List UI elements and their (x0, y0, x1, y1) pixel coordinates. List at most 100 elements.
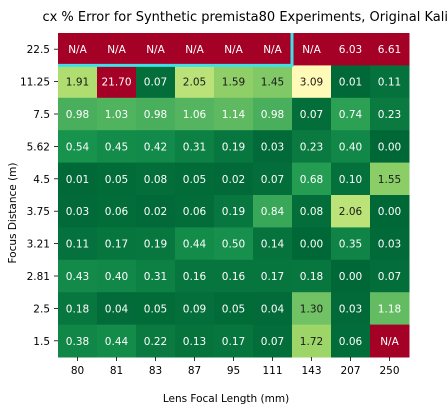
cell-value-label-r1-c1: 21.70 (101, 77, 131, 89)
heatmap-cell-r2-c1 (97, 97, 137, 131)
cell-value-label-r3-c7: 0.40 (339, 141, 362, 153)
heatmap-cell-r5-c1 (97, 195, 137, 228)
cell-value-label-r6-c0: 0.11 (66, 239, 89, 251)
cell-value-label-r7-c7: 0.00 (339, 271, 362, 283)
cell-value-label-r9-c0: 0.38 (66, 336, 89, 348)
heatmap-cell-r3-c8 (370, 130, 410, 164)
cell-value-label-r1-c5: 1.45 (261, 77, 284, 89)
x-tick-label-8: 250 (379, 365, 399, 377)
heatmap-cell-r3-c0 (58, 130, 98, 164)
cell-value-label-r2-c2: 0.98 (144, 109, 167, 121)
heatmap-cell-r4-c2 (136, 162, 176, 196)
heatmap-cell-r3-c7 (331, 130, 371, 164)
cell-value-label-r3-c4: 0.19 (222, 141, 245, 153)
heatmap-cell-r6-c2 (136, 227, 176, 261)
heatmap-cell-r4-c8 (370, 162, 410, 196)
heatmap-cell-r1-c5 (253, 65, 293, 99)
cell-value-label-r2-c4: 1.14 (222, 109, 246, 121)
heatmap-cell-r9-c8 (370, 324, 410, 358)
heatmap-cell-r2-c5 (253, 97, 293, 131)
cell-value-label-r1-c4: 1.59 (222, 77, 245, 89)
y-tick-label-6: 3.21 (27, 239, 50, 251)
y-tick-label-2: 7.5 (33, 109, 50, 121)
cell-value-label-r9-c3: 0.13 (183, 336, 206, 348)
y-tick-label-0: 22.5 (27, 44, 50, 56)
heatmap-cell-r7-c3 (175, 259, 215, 293)
heatmap-cell-r9-c2 (136, 324, 176, 358)
cell-value-label-r0-c2: N/A (146, 44, 165, 56)
heatmap-cell-r9-c4 (214, 324, 254, 358)
heatmap-cell-r6-c7 (331, 227, 371, 261)
heatmap-cell-r0-c2 (136, 33, 176, 66)
heatmap-cell-r4-c7 (331, 162, 371, 196)
heatmap-cell-r4-c5 (253, 162, 293, 196)
heatmap-cell-r0-c8 (370, 33, 410, 66)
cell-value-label-r5-c4: 0.19 (222, 206, 245, 218)
heatmap-cell-r3-c6 (292, 130, 332, 164)
heatmap-cell-r0-c3 (175, 33, 215, 66)
heatmap-cell-r8-c8 (370, 292, 410, 326)
heatmap-cell-r7-c4 (214, 259, 254, 293)
cell-value-label-r8-c5: 0.04 (261, 303, 285, 315)
cell-value-label-r4-c3: 0.05 (183, 174, 206, 186)
cell-value-label-r8-c2: 0.05 (144, 303, 167, 315)
cell-value-label-r7-c6: 0.18 (300, 271, 323, 283)
cell-value-label-r0-c6: N/A (302, 44, 321, 56)
heatmap-cell-r0-c0 (58, 33, 98, 66)
cell-value-label-r0-c3: N/A (185, 44, 204, 56)
cell-value-label-r2-c8: 0.23 (378, 109, 401, 121)
cell-value-label-r9-c4: 0.17 (222, 336, 245, 348)
cell-value-label-r4-c6: 0.68 (300, 174, 323, 186)
cell-value-label-r1-c0: 1.91 (66, 77, 89, 89)
x-axis-label: Lens Focal Length (mm) (163, 393, 289, 405)
cell-value-label-r9-c6: 1.72 (300, 336, 323, 348)
x-tick-label-0: 80 (71, 365, 84, 377)
heatmap-cell-r4-c1 (97, 162, 137, 196)
chart-title: cx % Error for Synthetic premista80 Expe… (42, 10, 448, 25)
heatmap-cell-r0-c7 (331, 33, 371, 66)
y-tick-label-9: 1.5 (33, 336, 50, 348)
cell-value-label-r0-c8: 6.61 (378, 44, 401, 56)
heatmap-cell-r4-c4 (214, 162, 254, 196)
heatmap-cell-r3-c2 (136, 130, 176, 164)
cell-value-label-r6-c1: 0.17 (105, 239, 128, 251)
cell-value-label-r7-c1: 0.40 (105, 271, 128, 283)
heatmap-cell-r3-c5 (253, 130, 293, 164)
heatmap-cell-r2-c6 (292, 97, 332, 131)
heatmap-cell-r6-c8 (370, 227, 410, 261)
heatmap-cell-r8-c1 (97, 292, 137, 326)
cell-value-label-r1-c3: 2.05 (183, 77, 206, 89)
cell-value-label-r4-c4: 0.02 (222, 174, 245, 186)
y-tick-label-1: 11.25 (20, 77, 50, 89)
cell-value-label-r2-c1: 1.03 (105, 109, 128, 121)
cell-value-label-r8-c1: 0.04 (105, 303, 129, 315)
x-tick-labels: 80 81 83 87 95 111 143 207 250 (71, 357, 400, 377)
cell-value-label-r5-c1: 0.06 (105, 206, 129, 218)
heatmap-cell-r5-c5 (253, 195, 293, 228)
y-tick-label-7: 2.81 (27, 271, 50, 283)
cell-value-label-r5-c5: 0.84 (261, 206, 285, 218)
cell-value-label-r9-c2: 0.22 (144, 336, 167, 348)
y-tick-label-3: 5.62 (27, 141, 50, 153)
cell-value-label-r6-c4: 0.50 (222, 239, 245, 251)
cell-value-label-r4-c2: 0.08 (144, 174, 167, 186)
cell-value-label-r7-c0: 0.43 (66, 271, 89, 283)
cell-value-label-r4-c7: 0.10 (339, 174, 362, 186)
cell-value-label-r0-c4: N/A (224, 44, 243, 56)
heatmap-cell-r1-c1 (97, 65, 137, 99)
highlight-line (58, 33, 294, 67)
heatmap-cell-r9-c7 (331, 324, 371, 358)
cell-value-label-r7-c2: 0.31 (144, 271, 167, 283)
cell-value-label-r4-c8: 1.55 (378, 174, 401, 186)
heatmap-cell-r4-c6 (292, 162, 332, 196)
cell-value-label-r2-c5: 0.98 (261, 109, 284, 121)
cell-value-label-r2-c6: 0.07 (300, 109, 323, 121)
heatmap-cell-r2-c2 (136, 97, 176, 131)
heatmap-cell-r9-c3 (175, 324, 215, 358)
heatmap-cell-r6-c0 (58, 227, 98, 261)
x-tick-label-3: 87 (188, 365, 201, 377)
cell-value-label-r8-c7: 0.03 (339, 303, 362, 315)
heatmap-cell-r7-c7 (331, 259, 371, 293)
heatmap-cell-r8-c0 (58, 292, 98, 326)
heatmap-cell-r1-c6 (292, 65, 332, 99)
